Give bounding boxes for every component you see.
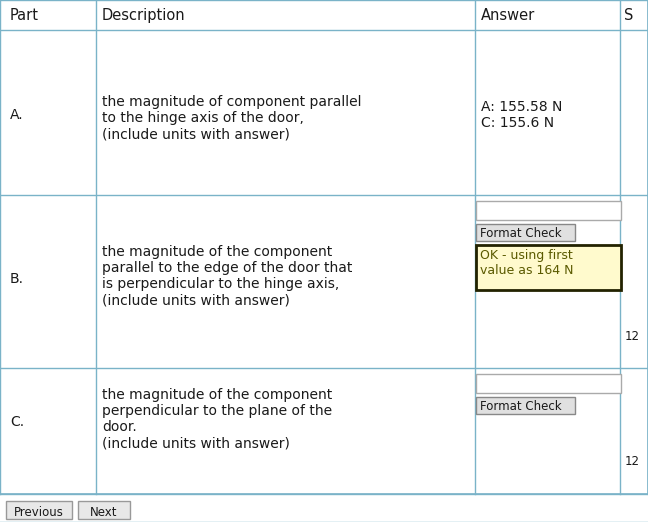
Bar <box>6 501 72 519</box>
Text: Format Check: Format Check <box>480 227 562 240</box>
Text: Next: Next <box>90 506 118 519</box>
Text: C.: C. <box>10 415 24 429</box>
Text: 12: 12 <box>625 455 640 468</box>
Text: A: 155.58 N
C: 155.6 N: A: 155.58 N C: 155.6 N <box>481 100 562 130</box>
Text: the magnitude of the component
parallel to the edge of the door that
is perpendi: the magnitude of the component parallel … <box>102 245 353 307</box>
Bar <box>476 224 575 241</box>
Bar <box>476 397 575 414</box>
Text: Previous: Previous <box>14 506 64 519</box>
Text: Description: Description <box>102 8 185 23</box>
Bar <box>78 501 130 519</box>
Text: OK - using first
value as 164 N: OK - using first value as 164 N <box>480 249 573 277</box>
Text: 12: 12 <box>625 330 640 343</box>
Bar <box>476 245 621 290</box>
Text: Part: Part <box>10 8 39 23</box>
Text: B.: B. <box>10 272 24 286</box>
Text: Format Check: Format Check <box>480 400 562 413</box>
Bar <box>476 374 621 393</box>
Text: the magnitude of the component
perpendicular to the plane of the
door.
(include : the magnitude of the component perpendic… <box>102 388 332 450</box>
Text: Answer: Answer <box>481 8 535 23</box>
Text: the magnitude of component parallel
to the hinge axis of the door,
(include unit: the magnitude of component parallel to t… <box>102 95 362 141</box>
Text: A.: A. <box>10 108 23 122</box>
Bar <box>476 201 621 220</box>
Text: S: S <box>624 8 633 23</box>
